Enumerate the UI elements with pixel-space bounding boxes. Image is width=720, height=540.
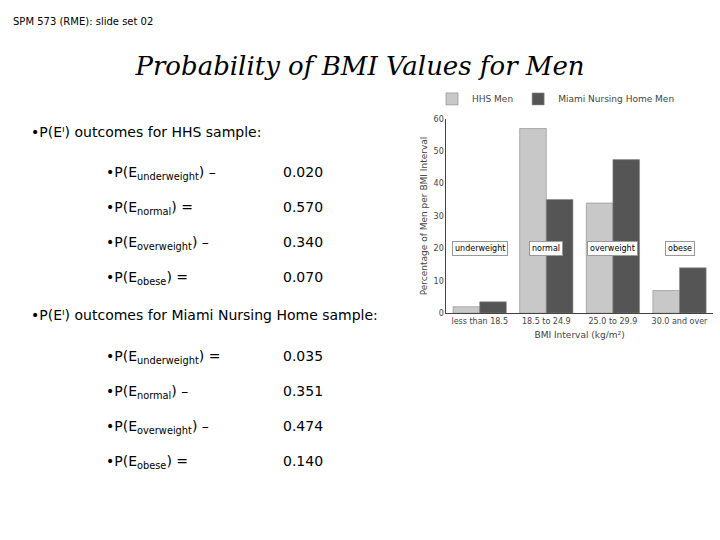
svg-text:0.070: 0.070 bbox=[283, 269, 323, 285]
svg-text:0.020: 0.020 bbox=[283, 164, 323, 180]
svg-text:BMI Interval (kg/m²): BMI Interval (kg/m²) bbox=[535, 330, 625, 340]
svg-text:0.340: 0.340 bbox=[283, 234, 323, 250]
svg-text:•P(Eᴵ) outcomes for Miami Nurs: •P(Eᴵ) outcomes for Miami Nursing Home s… bbox=[31, 307, 378, 323]
svg-text:normal: normal bbox=[532, 244, 560, 253]
svg-text:0.035: 0.035 bbox=[283, 348, 323, 364]
svg-text:60: 60 bbox=[434, 115, 444, 124]
svg-text:underweight: underweight bbox=[455, 244, 505, 253]
svg-text:•P(E​overweight​) –: •P(E​overweight​) – bbox=[106, 418, 209, 436]
svg-text:Probability of BMI Values for: Probability of BMI Values for Men bbox=[134, 51, 584, 81]
svg-text:Miami Nursing Home Men: Miami Nursing Home Men bbox=[558, 94, 674, 104]
svg-text:•P(E​obese​) =: •P(E​obese​) = bbox=[106, 453, 188, 471]
svg-text:18.5 to 24.9: 18.5 to 24.9 bbox=[522, 317, 571, 326]
svg-text:HHS Men: HHS Men bbox=[472, 94, 513, 104]
svg-text:overweight: overweight bbox=[590, 244, 635, 253]
svg-text:•P(E​overweight​) –: •P(E​overweight​) – bbox=[106, 234, 209, 252]
svg-text:SPM 573 (RME): slide set 02: SPM 573 (RME): slide set 02 bbox=[13, 16, 153, 27]
svg-text:0.140: 0.140 bbox=[283, 453, 323, 469]
svg-text:0: 0 bbox=[439, 309, 444, 318]
svg-text:•P(E​underweight​) –: •P(E​underweight​) – bbox=[106, 164, 216, 182]
svg-text:0.351: 0.351 bbox=[283, 383, 323, 399]
svg-text:•P(Eᴵ) outcomes for HHS sample: •P(Eᴵ) outcomes for HHS sample: bbox=[31, 124, 261, 140]
svg-text:•P(E​obese​) =: •P(E​obese​) = bbox=[106, 269, 188, 287]
svg-text:less than 18.5: less than 18.5 bbox=[451, 317, 508, 326]
svg-text:0.570: 0.570 bbox=[283, 199, 323, 215]
svg-text:50: 50 bbox=[434, 147, 444, 156]
svg-text:30: 30 bbox=[434, 212, 444, 221]
svg-text:25.0 to 29.9: 25.0 to 29.9 bbox=[589, 317, 638, 326]
svg-text:•P(E​underweight​) =: •P(E​underweight​) = bbox=[106, 348, 220, 366]
svg-text:30.0 and over: 30.0 and over bbox=[652, 317, 709, 326]
svg-text:•P(E​normal​) =: •P(E​normal​) = bbox=[106, 199, 193, 217]
svg-text:0.474: 0.474 bbox=[283, 418, 323, 434]
svg-text:Percentage of Men per BMI Inte: Percentage of Men per BMI Interval bbox=[419, 137, 429, 296]
svg-text:obese: obese bbox=[668, 244, 692, 253]
svg-text:•P(E​normal​) –: •P(E​normal​) – bbox=[106, 383, 188, 401]
svg-text:10: 10 bbox=[434, 277, 444, 286]
svg-text:40: 40 bbox=[434, 179, 444, 188]
svg-text:20: 20 bbox=[434, 244, 444, 253]
